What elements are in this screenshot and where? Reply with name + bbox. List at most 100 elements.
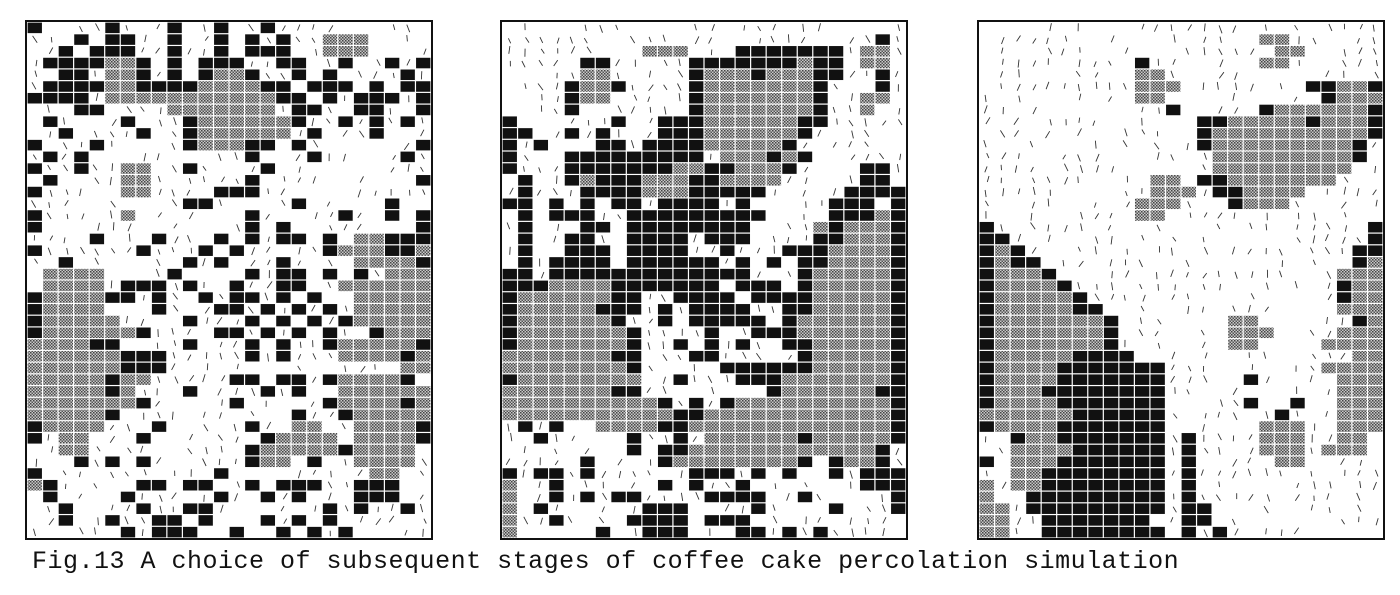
flow-dash (1372, 189, 1377, 196)
solid-cell (704, 198, 719, 210)
flow-dash (1265, 282, 1269, 290)
solid-cell (214, 34, 229, 45)
solid-cell (673, 421, 688, 432)
hatched-cell (549, 280, 564, 292)
hatched-cell (502, 526, 517, 538)
flow-dash (127, 247, 132, 253)
solid-cell (1057, 280, 1072, 292)
flow-dash (376, 59, 381, 66)
flow-dash (283, 518, 288, 524)
solid-cell (642, 257, 657, 268)
flow-dash (1357, 504, 1362, 512)
solid-cell (626, 339, 642, 350)
hatched-cell (1352, 304, 1367, 315)
solid-cell (595, 128, 611, 139)
hatched-cell (766, 444, 782, 456)
solid-cell (182, 139, 198, 151)
hatched-cell (1352, 397, 1367, 409)
flow-dash (1266, 376, 1270, 384)
flow-dash (1248, 304, 1251, 313)
flow-dash (1110, 236, 1113, 245)
solid-cell (611, 315, 626, 327)
solid-cell (657, 210, 673, 221)
solid-cell (1072, 491, 1088, 503)
flow-dash (553, 108, 558, 115)
flow-dash (282, 25, 286, 32)
flow-dash (648, 84, 654, 92)
flow-dash (93, 483, 98, 489)
flow-dash (1141, 23, 1145, 30)
solid-cell (502, 198, 517, 210)
solid-cell (766, 151, 782, 163)
hatched-cell (875, 327, 890, 339)
hatched-cell (844, 456, 859, 468)
hatched-cell (995, 245, 1010, 256)
solid-cell (229, 397, 244, 409)
flow-dash (143, 469, 147, 476)
solid-cell (1041, 268, 1057, 280)
flow-dash (633, 94, 638, 101)
solid-cell (580, 233, 595, 245)
flow-dash (220, 504, 224, 513)
solid-cell (120, 46, 136, 57)
hatched-cell (416, 409, 431, 421)
solid-cell (891, 433, 906, 444)
hatched-cell (198, 128, 213, 139)
flow-dash (311, 117, 315, 127)
flow-dash (695, 330, 699, 337)
hatched-cell (338, 374, 353, 385)
solid-cell (735, 57, 751, 69)
solid-cell (276, 257, 291, 268)
solid-cell (1134, 362, 1150, 374)
hatched-cell (1010, 350, 1026, 362)
solid-cell (564, 210, 580, 221)
flow-dash (524, 155, 529, 162)
solid-cell (27, 163, 42, 174)
solid-cell (1181, 456, 1196, 468)
hatched-cell (797, 92, 813, 104)
hatched-cell (549, 327, 564, 339)
solid-cell (642, 139, 657, 151)
solid-cell (1103, 374, 1119, 385)
flow-dash (1312, 259, 1316, 266)
hatched-cell (1336, 139, 1352, 151)
solid-cell (1150, 362, 1165, 374)
hatched-cell (595, 81, 611, 92)
hatched-cell (689, 456, 704, 468)
solid-cell (564, 245, 580, 256)
flow-dash (1030, 222, 1036, 230)
hatched-cell (1026, 444, 1041, 456)
hatched-cell (844, 397, 859, 409)
flow-dash (94, 459, 99, 467)
flow-dash (221, 176, 225, 183)
hatched-cell (673, 46, 688, 57)
solid-cell (416, 175, 431, 186)
solid-cell (704, 186, 719, 198)
hatched-cell (58, 397, 74, 409)
hatched-cell (384, 433, 400, 444)
flow-dash (174, 236, 179, 244)
solid-cell (245, 69, 260, 81)
hatched-cell (27, 362, 42, 374)
flow-dash (1172, 58, 1176, 65)
flow-dash (601, 470, 607, 479)
hatched-cell (384, 315, 400, 327)
solid-cell (766, 257, 782, 268)
flow-dash (1092, 120, 1096, 126)
hatched-cell (1336, 362, 1352, 374)
hatched-cell (1010, 362, 1026, 374)
hatched-cell (245, 92, 260, 104)
flow-dash (1328, 23, 1333, 32)
hatched-cell (229, 104, 244, 116)
flow-dash (236, 481, 240, 488)
hatched-cell (995, 362, 1010, 374)
hatched-cell (735, 433, 751, 444)
flow-dash (171, 142, 176, 150)
solid-cell (400, 350, 415, 362)
flow-dash (1153, 24, 1159, 32)
solid-cell (611, 268, 626, 280)
flow-dash (206, 363, 209, 371)
flow-dash (1174, 284, 1176, 291)
flow-dash (80, 246, 85, 255)
flow-dash (1203, 23, 1206, 32)
